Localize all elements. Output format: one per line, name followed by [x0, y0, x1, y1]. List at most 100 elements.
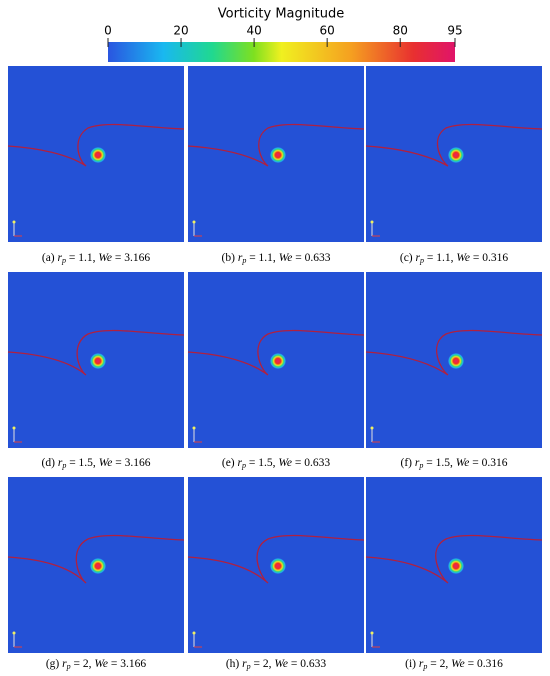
caption-part: p	[246, 662, 251, 671]
caption-part: (d)	[42, 457, 58, 469]
caption-part: p	[61, 461, 66, 470]
caption-part: (e)	[222, 457, 238, 469]
vortex	[90, 147, 106, 163]
caption-part: = 1.1,	[246, 252, 278, 264]
caption-part: (f)	[401, 457, 415, 469]
interface-curve	[7, 329, 185, 376]
caption-part: = 3.166	[112, 457, 150, 469]
colorbar-tick-label: 40	[246, 24, 261, 38]
panel	[7, 272, 185, 448]
caption-part: (b)	[222, 252, 238, 264]
axis-icon	[192, 426, 196, 430]
caption-part: p	[66, 662, 71, 671]
caption-part: = 2,	[251, 658, 275, 670]
vortex	[90, 353, 106, 369]
caption: (b) rp = 1.1, We = 0.633	[222, 252, 331, 265]
caption: (g) rp = 2, We = 3.166	[46, 658, 147, 671]
interface-curve	[187, 123, 365, 167]
vortex	[90, 558, 106, 574]
caption-part: (g)	[46, 658, 62, 670]
colorbar-tick-label: 0	[104, 24, 112, 38]
interface-curve	[365, 123, 543, 167]
axis-icon	[12, 220, 16, 224]
caption-part: = 1.5,	[246, 457, 278, 469]
panel	[187, 66, 365, 242]
caption-part: = 2,	[71, 658, 95, 670]
caption-part: r	[238, 252, 243, 264]
interface-curve	[187, 329, 365, 376]
caption-part: p	[241, 461, 246, 470]
axis-icon	[370, 220, 374, 224]
caption-part: r	[415, 457, 420, 469]
axis-icon	[12, 631, 16, 635]
interface-curve	[365, 534, 543, 584]
colorbar-tick-label: 80	[393, 24, 408, 38]
caption-part: (c)	[400, 252, 416, 264]
caption-part: = 0.633	[288, 658, 326, 670]
caption-part: = 0.633	[292, 457, 330, 469]
caption: (e) rp = 1.5, We = 0.633	[222, 457, 331, 470]
caption-part: = 2,	[427, 658, 451, 670]
colorbar	[108, 42, 455, 62]
caption-part: (i)	[405, 658, 419, 670]
vortex	[270, 353, 286, 369]
caption-part: = 0.316	[469, 457, 507, 469]
panel	[365, 272, 543, 448]
caption: (f) rp = 1.5, We = 0.316	[401, 457, 508, 470]
colorbar-title: Vorticity Magnitude	[218, 7, 344, 22]
interface-curve	[187, 534, 365, 584]
caption-part: p	[418, 461, 423, 470]
caption-part: = 1.5,	[423, 457, 455, 469]
caption-part: = 0.316	[470, 252, 508, 264]
vortex	[270, 147, 286, 163]
colorbar-tick-label: 20	[173, 24, 188, 38]
caption-part: We	[451, 658, 465, 670]
caption-part: = 3.166	[108, 658, 146, 670]
vortex	[270, 558, 286, 574]
panel	[7, 66, 185, 242]
axis-icon	[370, 426, 374, 430]
caption: (i) rp = 2, We = 0.316	[405, 658, 503, 671]
axis-icon	[192, 631, 196, 635]
colorbar-tick-label: 60	[320, 24, 335, 38]
interface-curve	[7, 123, 185, 167]
interface-curve	[7, 534, 185, 584]
panel	[187, 477, 365, 653]
caption-part: r	[62, 658, 67, 670]
vortex	[448, 147, 464, 163]
caption: (d) rp = 1.5, We = 3.166	[42, 457, 151, 470]
caption-part: = 1.1,	[424, 252, 456, 264]
caption-part: (a)	[42, 252, 58, 264]
axis-icon	[370, 631, 374, 635]
caption-part: r	[242, 658, 247, 670]
caption-part: = 0.633	[292, 252, 330, 264]
caption-part: We	[274, 658, 288, 670]
caption: (a) rp = 1.1, We = 3.166	[42, 252, 151, 265]
caption-part: = 1.5,	[66, 457, 98, 469]
interface-curve	[365, 329, 543, 376]
caption-part: p	[241, 256, 246, 265]
caption-part: p	[419, 256, 424, 265]
caption-part: We	[98, 252, 112, 264]
panel	[365, 477, 543, 653]
caption-part: r	[58, 252, 63, 264]
vortex	[448, 353, 464, 369]
caption-part: = 3.166	[112, 252, 150, 264]
caption-part: r	[58, 457, 63, 469]
caption-part: p	[61, 256, 66, 265]
caption-part: r	[238, 457, 243, 469]
caption-part: We	[456, 457, 470, 469]
axis-icon	[12, 426, 16, 430]
caption: (h) rp = 2, We = 0.633	[226, 658, 327, 671]
caption-part: = 1.1,	[66, 252, 98, 264]
panel	[365, 66, 543, 242]
caption-part: We	[99, 457, 113, 469]
panel	[187, 272, 365, 448]
colorbar-tick-label: 95	[447, 24, 462, 38]
caption-part: (h)	[226, 658, 242, 670]
panel	[7, 477, 185, 653]
caption-part: r	[419, 658, 424, 670]
vortex	[448, 558, 464, 574]
